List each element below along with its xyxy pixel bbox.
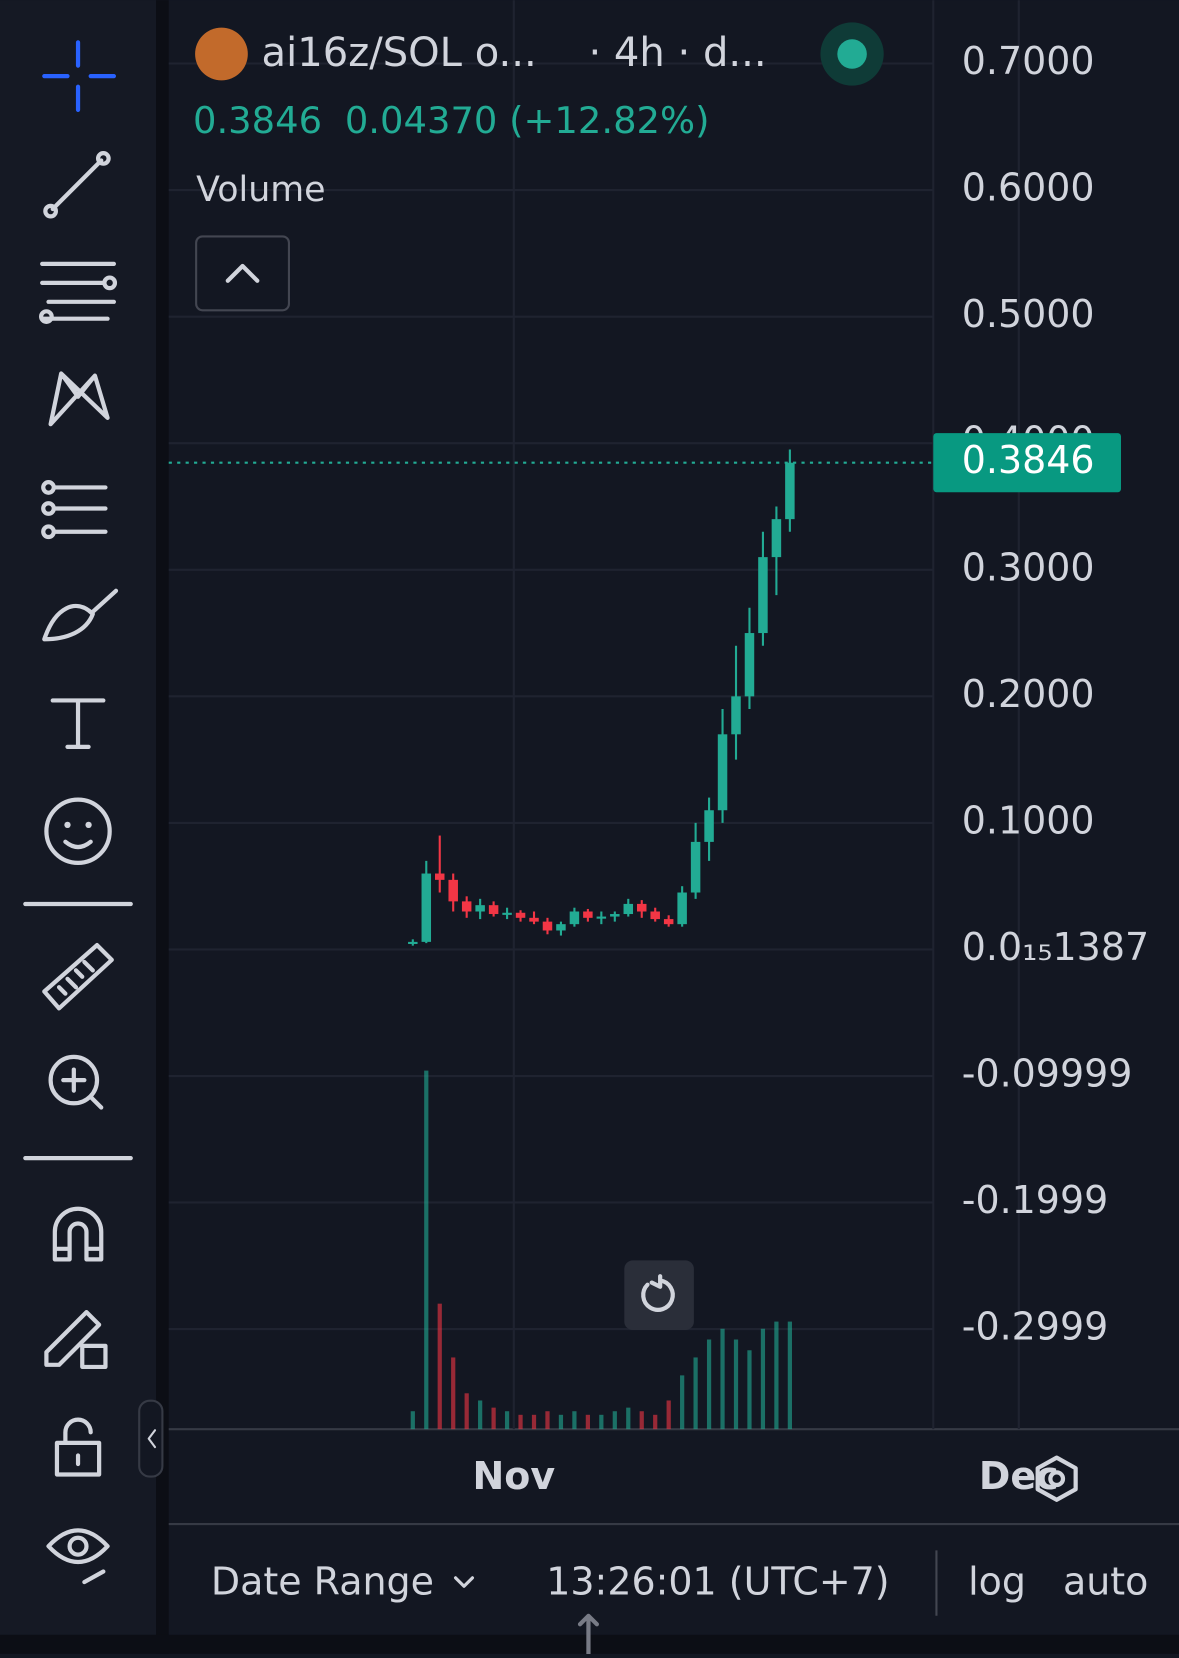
- interval[interactable]: · 4h · d...: [588, 30, 766, 76]
- tool-icons[interactable]: [23, 40, 133, 1585]
- y-tick-label: 0.0₁₅1387: [962, 925, 1149, 969]
- candle-body: [448, 879, 458, 902]
- candle-body: [690, 841, 701, 893]
- volume-bar: [437, 1303, 442, 1430]
- collapse-icon: [147, 1429, 157, 1449]
- volume-bar: [774, 1321, 779, 1430]
- candle-body: [583, 911, 593, 918]
- candle-body: [610, 914, 620, 917]
- volume-bar: [680, 1375, 685, 1430]
- candle-body: [758, 557, 768, 634]
- volume-bar: [626, 1407, 631, 1430]
- candle-body: [421, 873, 432, 942]
- y-tick-label: -0.1999: [962, 1178, 1108, 1222]
- last-price-badge: [933, 433, 1121, 493]
- symbol-logo: [195, 27, 248, 81]
- indicator-label[interactable]: Volume: [196, 170, 325, 210]
- volume-bar: [572, 1411, 577, 1430]
- y-tick-label: -0.09999: [962, 1052, 1133, 1096]
- volume-bar: [760, 1328, 766, 1430]
- clock[interactable]: 13:26:01 (UTC+7): [546, 1560, 889, 1604]
- volume-bar: [585, 1414, 590, 1430]
- log-toggle[interactable]: log: [968, 1560, 1026, 1604]
- y-tick-label: -0.2999: [962, 1305, 1108, 1349]
- candle-body: [677, 892, 687, 925]
- volume-bar: [478, 1400, 483, 1430]
- reset-button[interactable]: [624, 1260, 694, 1331]
- volume-bar: [653, 1414, 658, 1430]
- y-tick-label: 0.2000: [962, 672, 1095, 716]
- y-tick-label: 0.5000: [962, 292, 1095, 336]
- candle-body: [502, 912, 512, 915]
- candle-body: [744, 633, 755, 697]
- candle-body: [515, 912, 526, 918]
- candle-body: [569, 911, 580, 925]
- y-tick-label: 0.1000: [962, 798, 1095, 842]
- candle-body: [542, 921, 553, 931]
- dropdown-icon: [453, 1576, 475, 1588]
- volume-bar: [666, 1400, 671, 1430]
- candle-body: [636, 903, 647, 912]
- candle-body: [623, 903, 634, 915]
- volume-bar: [464, 1393, 469, 1430]
- volume-bar: [558, 1414, 564, 1430]
- reset-icon: [641, 1274, 675, 1312]
- volume-bar: [545, 1411, 550, 1430]
- y-tick-label: 0.3000: [962, 545, 1095, 589]
- volume-bar: [693, 1357, 698, 1430]
- chevron: [225, 263, 260, 283]
- settings-icon: [1048, 1470, 1066, 1488]
- volume-bar: [424, 1070, 429, 1430]
- collapse-legend[interactable]: [195, 235, 291, 312]
- status-dot: [837, 39, 867, 69]
- symbol[interactable]: ai16z/SOL o...: [262, 30, 537, 76]
- candle-body: [408, 941, 418, 944]
- candle-body: [596, 916, 607, 919]
- candle-body: [717, 734, 728, 811]
- y-tick-label: 0.7000: [962, 39, 1095, 83]
- auto-toggle[interactable]: auto: [1063, 1560, 1148, 1604]
- candle-body: [663, 919, 674, 925]
- candle-body: [731, 696, 741, 735]
- candle-body: [650, 911, 660, 920]
- divider: [156, 0, 169, 1654]
- volume-bar: [706, 1339, 712, 1430]
- volume-bar: [504, 1411, 510, 1430]
- candle-body: [461, 901, 472, 912]
- volume-bar: [451, 1357, 456, 1430]
- volume-bar: [491, 1407, 496, 1430]
- settings-button[interactable]: [1035, 1455, 1078, 1502]
- collapse-button[interactable]: [138, 1399, 164, 1478]
- volume-bar: [531, 1414, 537, 1430]
- y-tick-label: 0.6000: [962, 166, 1095, 210]
- scroll-handle: [577, 1613, 599, 1656]
- x-tick-label: Nov: [473, 1454, 556, 1498]
- last-price-label: 0.3846: [962, 438, 1095, 482]
- volume-bar: [410, 1411, 415, 1430]
- volume-bar: [787, 1321, 792, 1430]
- volume-bar: [733, 1339, 739, 1430]
- volume-bar: [612, 1411, 617, 1430]
- volume-bar: [747, 1350, 752, 1430]
- volume-bar: [599, 1414, 604, 1430]
- candle-body: [488, 905, 499, 915]
- candle-body: [704, 810, 714, 842]
- date-range[interactable]: Date Range: [211, 1560, 434, 1604]
- candle-body: [475, 905, 485, 912]
- candle-body: [771, 519, 782, 558]
- price-change: 0.04370 (+12.82%): [345, 99, 710, 142]
- plot: NovDec0.70000.60000.50000.40000.30000.20…: [168, 0, 1149, 1498]
- candle-body: [529, 917, 539, 922]
- toolbar: [0, 0, 157, 1635]
- volume-bar: [639, 1411, 644, 1430]
- candle-body: [556, 924, 566, 931]
- candle-body: [785, 462, 795, 520]
- volume-bar: [518, 1414, 523, 1430]
- last-price: 0.3846: [193, 99, 322, 142]
- candle-body: [434, 873, 445, 880]
- volume-bar: [720, 1328, 725, 1430]
